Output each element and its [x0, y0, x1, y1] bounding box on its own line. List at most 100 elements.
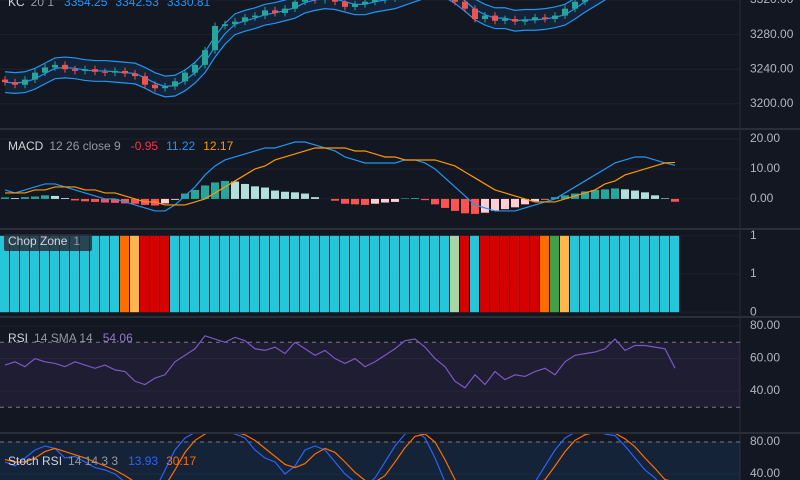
- histogram-bar: [61, 198, 69, 199]
- legend: MACD 12 26 close 9 -0.95 11.22 12.17: [8, 139, 234, 153]
- bar: [560, 235, 569, 313]
- bar: [90, 235, 99, 313]
- candle-body: [472, 8, 478, 20]
- candle-body: [162, 86, 168, 89]
- channel-line: [4, 0, 607, 98]
- bar: [320, 235, 329, 313]
- bar: [610, 235, 619, 313]
- y-tick-label: 80.00: [750, 434, 780, 448]
- bar: [260, 235, 269, 313]
- candle-body: [142, 76, 148, 85]
- candle-body: [562, 8, 568, 16]
- candle-body: [72, 69, 78, 71]
- candle-body: [102, 71, 108, 73]
- legend-params: 20 1: [31, 0, 55, 9]
- indicator-line: [4, 141, 676, 212]
- y-tick-label: 3200.00: [750, 96, 794, 110]
- histogram-bar: [421, 198, 429, 201]
- bar: [310, 235, 319, 313]
- candle-body: [112, 70, 118, 73]
- histogram-bar: [641, 192, 649, 199]
- candle-body: [132, 73, 138, 77]
- bar: [70, 235, 79, 313]
- candle-body: [362, 1, 368, 5]
- candle-body: [232, 21, 238, 25]
- legend-params: 1: [73, 234, 80, 248]
- histogram-bar: [631, 190, 639, 199]
- y-tick-label: 3280.00: [750, 27, 794, 41]
- histogram-bar: [521, 198, 529, 205]
- histogram-bar: [581, 191, 589, 199]
- histogram-bar: [501, 198, 509, 210]
- histogram-bar: [661, 198, 669, 199]
- candle-body: [582, 0, 588, 2]
- bar: [250, 235, 259, 313]
- candle-body: [32, 72, 38, 80]
- pane: [0, 325, 740, 408]
- y-tick-label: 1: [750, 266, 757, 280]
- legend-value: 30.17: [166, 454, 196, 468]
- candle-body: [152, 84, 158, 89]
- bar: [540, 235, 549, 313]
- bar: [170, 235, 179, 313]
- histogram-bar: [111, 198, 119, 203]
- bar: [660, 235, 669, 313]
- candle-body: [52, 64, 58, 68]
- histogram-bar: [391, 198, 399, 202]
- candle-body: [242, 17, 248, 22]
- candle-body: [552, 15, 558, 20]
- histogram-bar: [71, 198, 79, 201]
- bar: [280, 235, 289, 313]
- bar: [100, 235, 109, 313]
- bar: [80, 235, 89, 313]
- histogram-bar: [41, 195, 49, 199]
- histogram-bar: [671, 198, 679, 202]
- bar: [340, 235, 349, 313]
- histogram-bar: [241, 183, 249, 199]
- legend-value: 54.06: [103, 331, 133, 345]
- candle-body: [42, 67, 48, 73]
- bar: [430, 235, 439, 313]
- bar: [160, 235, 169, 313]
- histogram-bar: [11, 198, 19, 199]
- histogram-bar: [601, 189, 609, 199]
- bar: [0, 235, 9, 313]
- histogram-bar: [291, 192, 299, 199]
- y-tick-label: 60.00: [750, 351, 780, 365]
- bar: [370, 235, 379, 313]
- bar: [590, 235, 599, 313]
- bar: [510, 235, 519, 313]
- bar: [570, 235, 579, 313]
- candle-body: [282, 8, 288, 13]
- legend-box: [4, 234, 93, 251]
- histogram-bar: [511, 198, 519, 208]
- bar: [400, 235, 409, 313]
- legend-title: KC: [8, 0, 25, 9]
- legend-params: 14 14 3 3: [68, 454, 118, 468]
- candle-body: [332, 0, 338, 2]
- bar: [50, 235, 59, 313]
- pane: [0, 434, 740, 480]
- histogram-bar: [361, 198, 369, 205]
- legend-title: Stoch RSI: [8, 454, 62, 468]
- y-tick-label: 3320.00: [750, 0, 794, 6]
- bar: [60, 235, 69, 313]
- histogram-bar: [561, 195, 569, 199]
- indicator-line: [4, 335, 676, 389]
- candle-body: [502, 19, 508, 21]
- candle-body: [122, 70, 128, 74]
- indicator-line: [4, 434, 670, 480]
- histogram-bar: [431, 198, 439, 205]
- bar: [110, 235, 119, 313]
- pane: [0, 0, 740, 105]
- bar: [230, 235, 239, 313]
- legend-value: 3342.53: [115, 0, 159, 9]
- histogram-bar: [381, 198, 389, 203]
- y-tick-label: 1: [750, 228, 757, 242]
- histogram-bar: [231, 181, 239, 199]
- histogram-bar: [171, 198, 179, 200]
- band-fill: [0, 442, 740, 480]
- histogram-bar: [211, 182, 219, 199]
